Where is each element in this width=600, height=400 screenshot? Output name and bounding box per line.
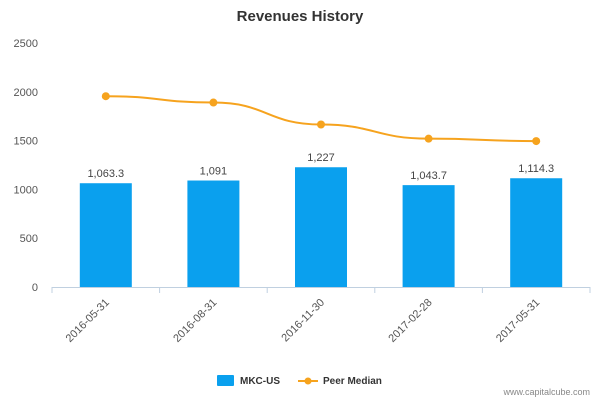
x-tick-label: 2017-05-31	[494, 297, 542, 345]
bar-data-label: 1,114.3	[518, 163, 554, 175]
legend-label-peer-median: Peer Median	[323, 376, 382, 387]
bar-2016-11-30	[295, 167, 347, 287]
y-tick-label: 1000	[14, 184, 38, 196]
legend-swatch-mkc-us	[217, 375, 234, 386]
bar-2016-08-31	[187, 180, 240, 287]
y-tick-label: 2500	[14, 38, 38, 50]
bar-2016-05-31	[79, 183, 132, 287]
credit-text: www.capitalcube.com	[502, 387, 590, 397]
bar-data-label: 1,043.7	[410, 170, 447, 182]
peer-median-point-2017-02-28	[424, 134, 433, 143]
bar-2017-05-31	[510, 178, 563, 287]
peer-median-line	[105, 95, 537, 143]
x-tick-label: 2017-02-28	[386, 297, 434, 345]
legend-swatch-peer-median-marker	[304, 377, 312, 385]
y-tick-label: 500	[20, 233, 38, 245]
bar-2017-02-28	[402, 185, 455, 287]
bar-data-label: 1,063.3	[87, 168, 124, 180]
y-axis: 0 500 1000 1500 2000 2500	[14, 38, 38, 294]
bar-data-label: 1,091	[200, 166, 228, 178]
bar-data-label: 1,227	[307, 152, 335, 164]
y-tick-label: 1500	[14, 136, 38, 148]
bar-series-mkc-us	[79, 167, 563, 287]
chart-title: Revenues History	[237, 8, 364, 25]
peer-median-point-2016-05-31	[101, 92, 110, 101]
line-series-peer-median	[101, 92, 541, 146]
peer-median-point-2016-08-31	[209, 98, 218, 107]
x-tick-label: 2016-05-31	[64, 297, 112, 345]
peer-median-point-2016-11-30	[317, 120, 325, 129]
legend-label-mkc-us: MKC-US	[240, 376, 280, 387]
x-tick-label: 2016-08-31	[171, 297, 219, 345]
x-tick-label: 2016-11-30	[279, 297, 327, 345]
x-axis: 2016-05-31 2016-08-31 2016-11-30 2017-02-28…	[51, 287, 591, 345]
y-tick-label: 0	[32, 282, 38, 294]
peer-median-point-2017-05-31	[532, 137, 541, 146]
bar-data-labels: 1,063.3 1,091 1,227 1,043.7 1,114.3	[87, 152, 554, 182]
legend: MKC-US Peer Median	[217, 375, 382, 387]
y-tick-label: 2000	[14, 87, 38, 99]
